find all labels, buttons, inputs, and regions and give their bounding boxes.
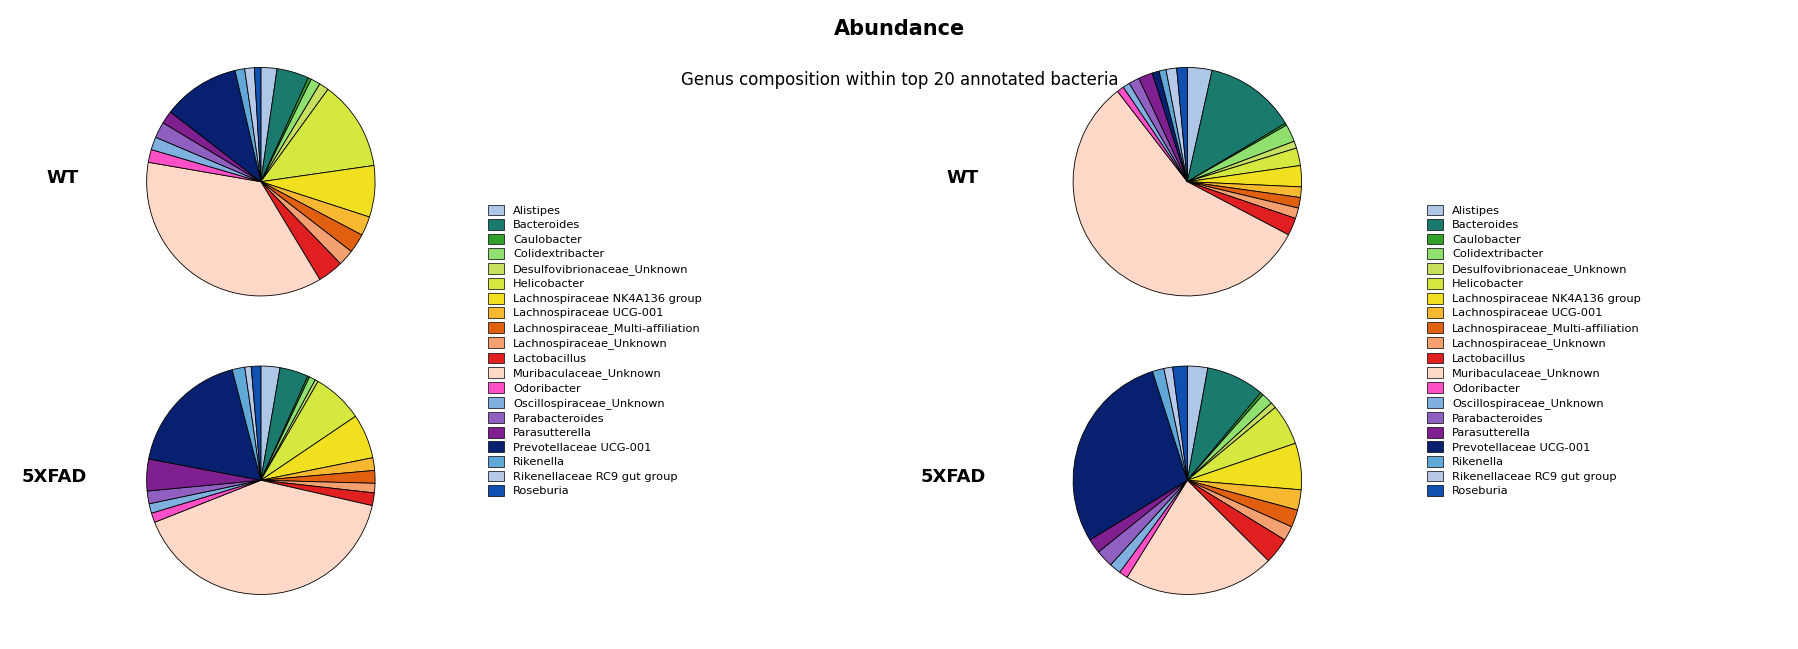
Wedge shape xyxy=(261,67,277,182)
Wedge shape xyxy=(261,69,307,182)
Wedge shape xyxy=(1187,366,1206,480)
Wedge shape xyxy=(149,480,261,513)
Wedge shape xyxy=(1117,87,1187,182)
Text: Abundance: Abundance xyxy=(834,19,964,40)
Wedge shape xyxy=(151,137,261,182)
Wedge shape xyxy=(1109,480,1187,572)
Wedge shape xyxy=(261,480,374,506)
Wedge shape xyxy=(1073,371,1187,540)
Wedge shape xyxy=(1163,367,1187,480)
Wedge shape xyxy=(1122,83,1187,182)
Wedge shape xyxy=(261,79,320,182)
Wedge shape xyxy=(254,67,261,182)
Wedge shape xyxy=(1187,148,1300,182)
Wedge shape xyxy=(155,480,372,594)
Wedge shape xyxy=(147,480,261,504)
Wedge shape xyxy=(1187,182,1300,208)
Wedge shape xyxy=(261,182,340,280)
Wedge shape xyxy=(261,382,356,480)
Wedge shape xyxy=(252,366,261,480)
Wedge shape xyxy=(164,112,261,182)
Wedge shape xyxy=(1187,182,1295,235)
Wedge shape xyxy=(1176,67,1187,182)
Wedge shape xyxy=(1187,141,1296,182)
Wedge shape xyxy=(1172,366,1187,480)
Wedge shape xyxy=(147,149,261,182)
Wedge shape xyxy=(1129,79,1187,182)
Wedge shape xyxy=(1187,443,1300,490)
Wedge shape xyxy=(261,471,374,484)
Wedge shape xyxy=(261,182,369,235)
Wedge shape xyxy=(261,182,351,263)
Wedge shape xyxy=(261,182,361,251)
Wedge shape xyxy=(1099,480,1187,565)
Wedge shape xyxy=(156,123,261,182)
Wedge shape xyxy=(1165,68,1187,182)
Wedge shape xyxy=(1187,123,1286,182)
Wedge shape xyxy=(261,78,311,182)
Wedge shape xyxy=(1187,403,1275,480)
Wedge shape xyxy=(1187,165,1300,187)
Wedge shape xyxy=(1187,393,1262,480)
Wedge shape xyxy=(1187,70,1286,182)
Wedge shape xyxy=(261,366,280,480)
Wedge shape xyxy=(1187,480,1300,510)
Wedge shape xyxy=(1126,480,1268,594)
Text: 5XFAD: 5XFAD xyxy=(921,468,985,486)
Wedge shape xyxy=(1118,480,1187,577)
Legend: Alistipes, Bacteroides, Caulobacter, Colidextribacter, Desulfovibrionaceae_Unkno: Alistipes, Bacteroides, Caulobacter, Col… xyxy=(487,204,701,496)
Wedge shape xyxy=(261,480,374,493)
Wedge shape xyxy=(151,480,261,522)
Wedge shape xyxy=(1073,92,1287,296)
Wedge shape xyxy=(1187,368,1260,480)
Wedge shape xyxy=(1187,125,1293,182)
Wedge shape xyxy=(1187,395,1271,480)
Text: 5XFAD: 5XFAD xyxy=(22,468,86,486)
Wedge shape xyxy=(245,67,261,182)
Wedge shape xyxy=(261,84,327,182)
Wedge shape xyxy=(1187,480,1291,540)
Wedge shape xyxy=(149,370,261,480)
Wedge shape xyxy=(261,368,307,480)
Legend: Alistipes, Bacteroides, Caulobacter, Colidextribacter, Desulfovibrionaceae_Unkno: Alistipes, Bacteroides, Caulobacter, Col… xyxy=(1426,204,1640,496)
Wedge shape xyxy=(1153,369,1187,480)
Wedge shape xyxy=(1187,182,1298,219)
Wedge shape xyxy=(261,416,372,480)
Text: WT: WT xyxy=(47,169,79,188)
Wedge shape xyxy=(261,165,374,217)
Wedge shape xyxy=(171,71,261,182)
Wedge shape xyxy=(147,459,261,491)
Wedge shape xyxy=(1090,480,1187,552)
Text: Genus composition within top 20 annotated bacteria: Genus composition within top 20 annotate… xyxy=(680,71,1118,90)
Text: WT: WT xyxy=(946,169,978,188)
Wedge shape xyxy=(261,380,318,480)
Wedge shape xyxy=(1187,182,1300,197)
Wedge shape xyxy=(1187,67,1212,182)
Wedge shape xyxy=(261,90,374,182)
Wedge shape xyxy=(261,376,309,480)
Wedge shape xyxy=(1158,69,1187,182)
Wedge shape xyxy=(232,367,261,480)
Wedge shape xyxy=(1187,408,1295,480)
Wedge shape xyxy=(245,367,261,480)
Wedge shape xyxy=(261,458,374,480)
Wedge shape xyxy=(147,162,320,296)
Wedge shape xyxy=(1151,71,1187,182)
Wedge shape xyxy=(1138,73,1187,182)
Wedge shape xyxy=(236,69,261,182)
Wedge shape xyxy=(261,377,315,480)
Wedge shape xyxy=(1187,480,1296,527)
Wedge shape xyxy=(1187,480,1284,561)
